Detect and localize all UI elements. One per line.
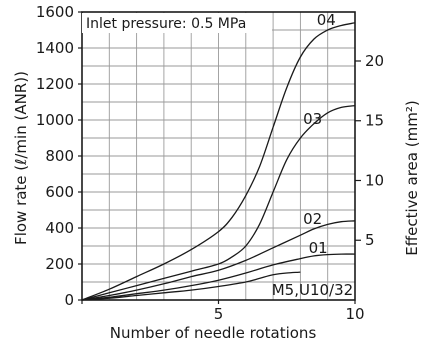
x-axis-ticks: 5 10 — [81, 300, 365, 323]
y-tick-label: 1400 — [36, 39, 74, 57]
y-tick-label: 1200 — [36, 75, 74, 93]
series-label-02: 02 — [303, 210, 322, 228]
y2-axis-title: Effective area (mm²) — [403, 100, 421, 255]
series-line-01 — [81, 253, 356, 301]
x-tick-label: 10 — [345, 305, 364, 323]
y2-tick-label: 5 — [365, 231, 375, 249]
y-tick-label: 0 — [64, 291, 74, 309]
series-label-m5-u10-32: M5,U10/32 — [272, 281, 353, 299]
y-tick-label: 1600 — [36, 3, 74, 21]
inlet-pressure-annotation: Inlet pressure: 0.5 MPa — [86, 16, 246, 32]
y-axis-ticks: 0 200 400 600 800 1000 1200 1400 1600 — [36, 3, 82, 309]
y2-tick-label: 10 — [365, 171, 384, 189]
series-label-04: 04 — [317, 11, 336, 29]
series-labels: 04 03 02 01 M5,U10/32 — [272, 11, 353, 299]
series-line-04 — [81, 22, 356, 301]
series-layer — [81, 22, 356, 301]
y-tick-label: 400 — [45, 219, 74, 237]
y2-axis-ticks: 5 10 15 20 — [355, 52, 384, 249]
series-line-m5-u10-32 — [81, 271, 301, 301]
y-tick-label: 800 — [45, 147, 74, 165]
y-tick-label: 200 — [45, 255, 74, 273]
y2-tick-label: 20 — [365, 52, 384, 70]
grid — [82, 12, 355, 300]
x-axis-title: Number of needle rotations — [110, 324, 317, 342]
series-label-01: 01 — [309, 239, 328, 257]
series-line-02 — [81, 220, 356, 301]
y2-tick-label: 15 — [365, 112, 384, 130]
series-label-03: 03 — [303, 110, 322, 128]
annotation-box — [82, 13, 272, 33]
y-axis-title: Flow rate (ℓ/min (ANR)) — [12, 71, 30, 245]
x-tick-label: 5 — [214, 305, 224, 323]
y-tick-label: 1000 — [36, 111, 74, 129]
y-tick-label: 600 — [45, 183, 74, 201]
series-line-03 — [81, 104, 356, 301]
